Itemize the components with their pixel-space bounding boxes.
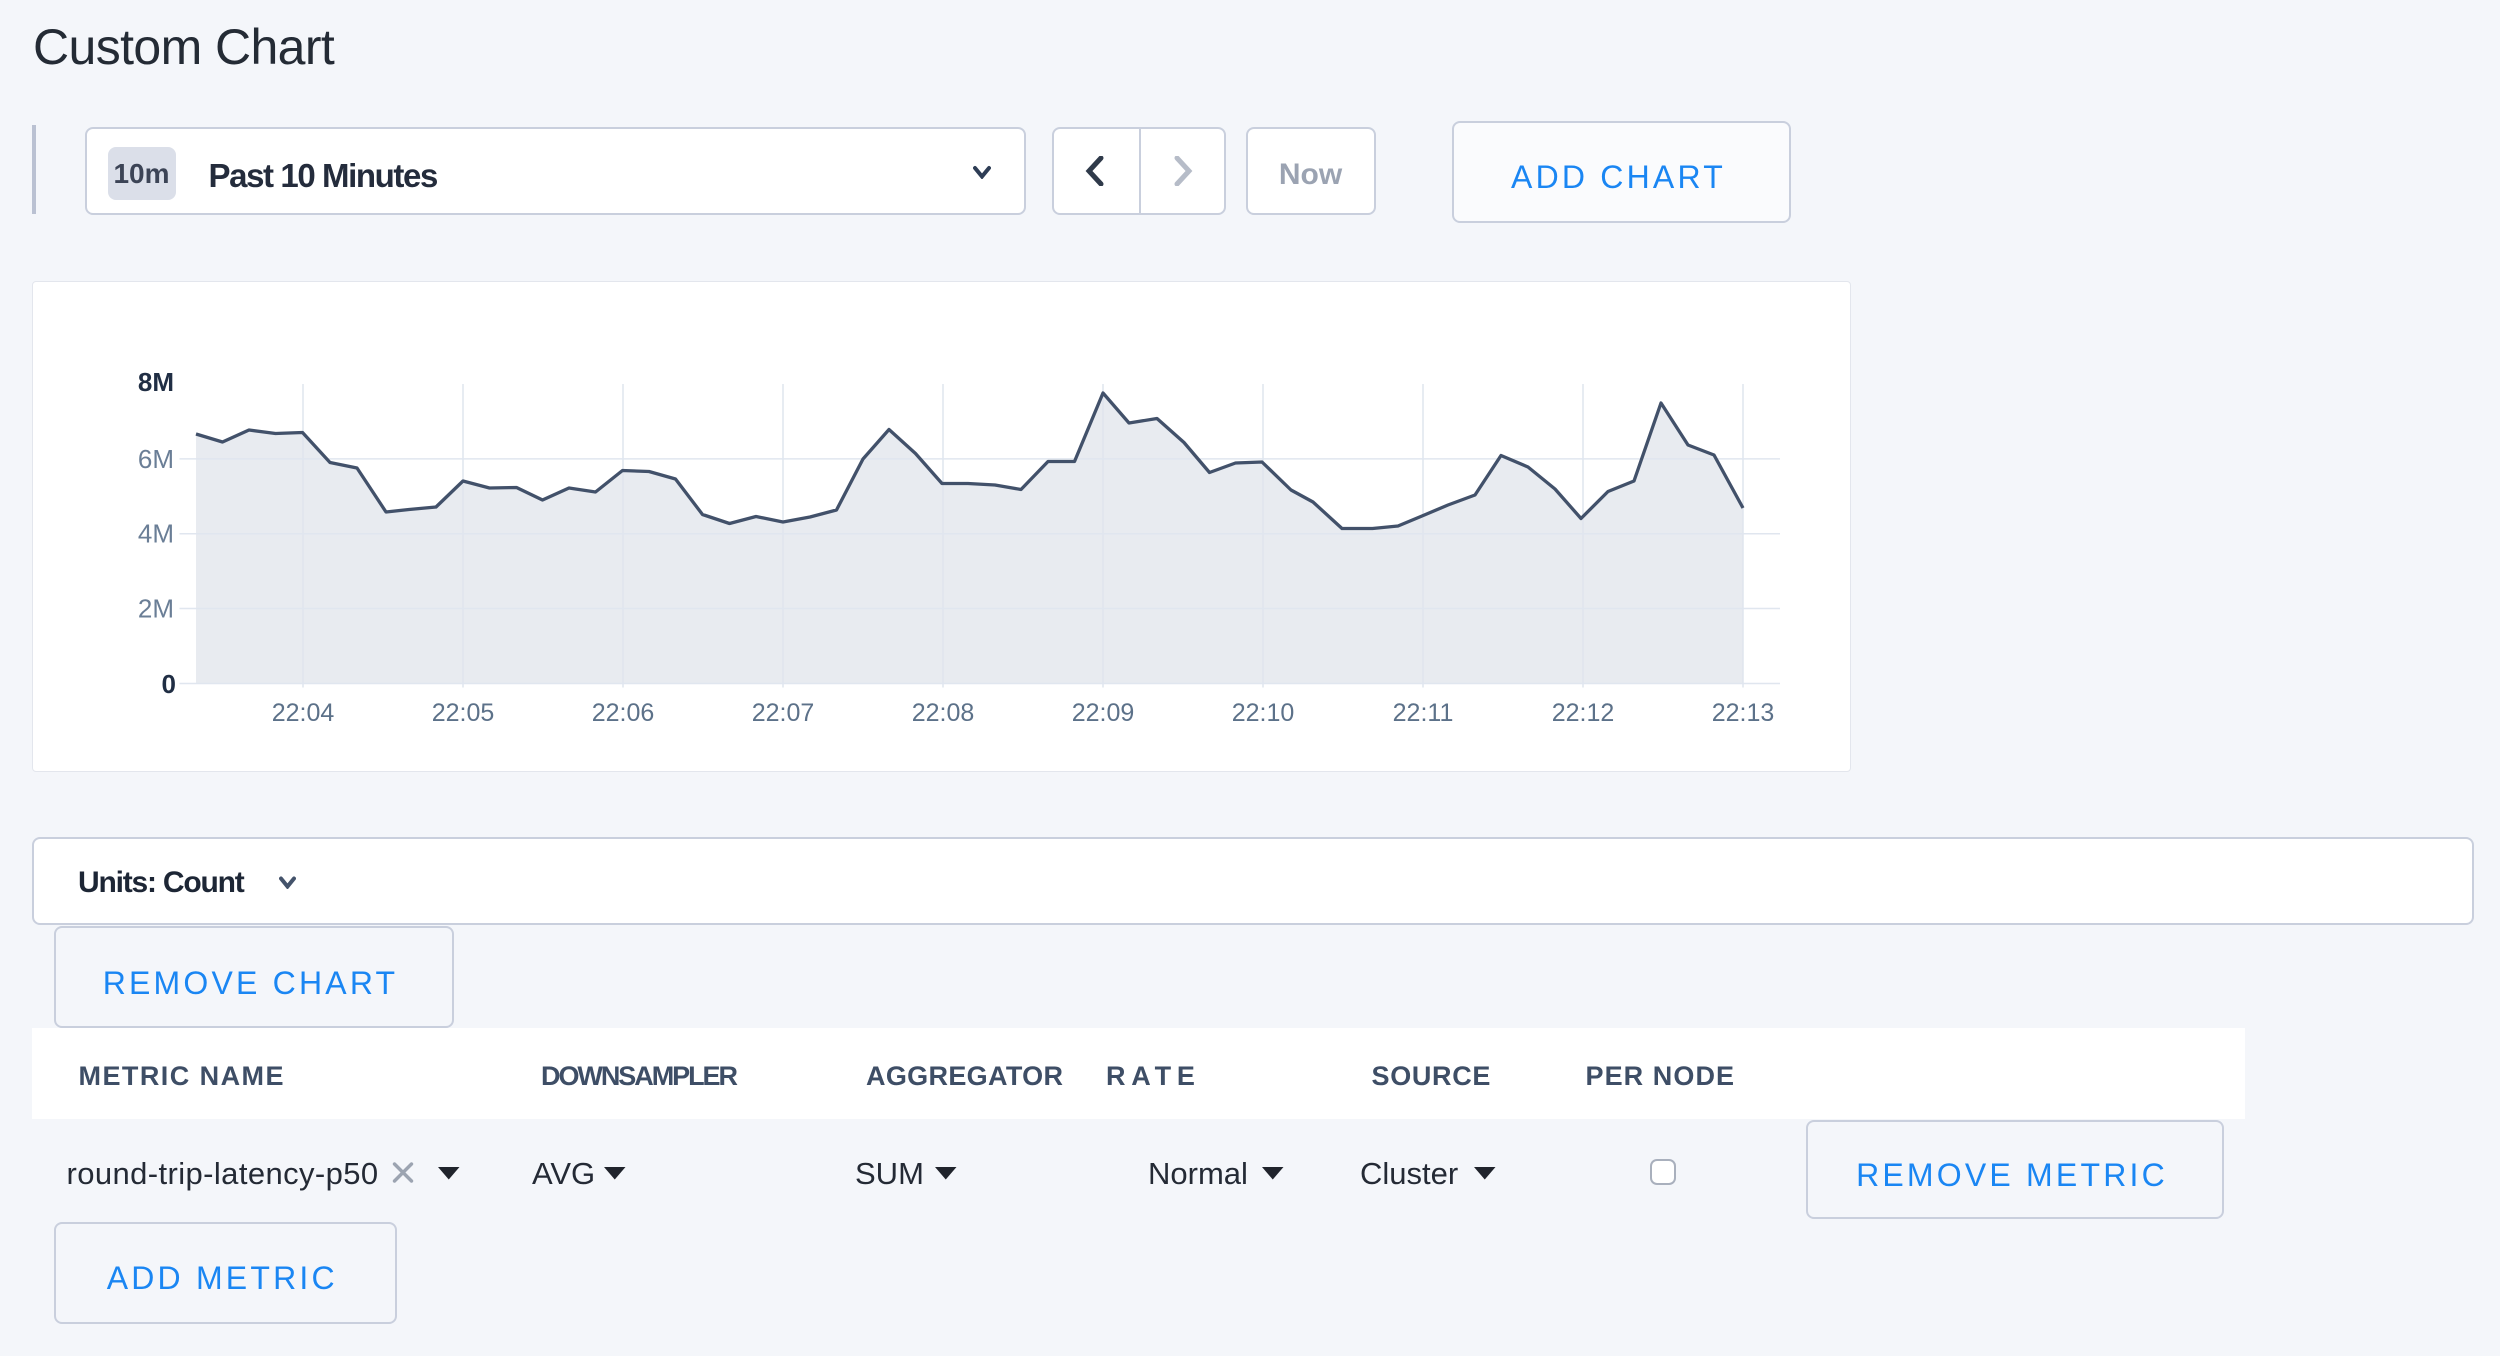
svg-text:4M: 4M (138, 519, 174, 549)
svg-text:22:07: 22:07 (752, 699, 815, 727)
svg-text:22:11: 22:11 (1393, 699, 1454, 727)
svg-text:2M: 2M (138, 594, 174, 624)
svg-text:6M: 6M (138, 444, 174, 474)
svg-text:22:04: 22:04 (272, 699, 335, 727)
svg-text:0: 0 (162, 669, 176, 699)
svg-text:8M: 8M (138, 367, 174, 397)
svg-text:22:06: 22:06 (592, 699, 655, 727)
svg-text:22:13: 22:13 (1712, 699, 1775, 727)
svg-text:22:12: 22:12 (1552, 699, 1615, 727)
svg-text:22:05: 22:05 (432, 699, 495, 727)
svg-text:22:10: 22:10 (1232, 699, 1295, 727)
svg-text:22:09: 22:09 (1072, 699, 1135, 727)
svg-text:22:08: 22:08 (912, 699, 975, 727)
